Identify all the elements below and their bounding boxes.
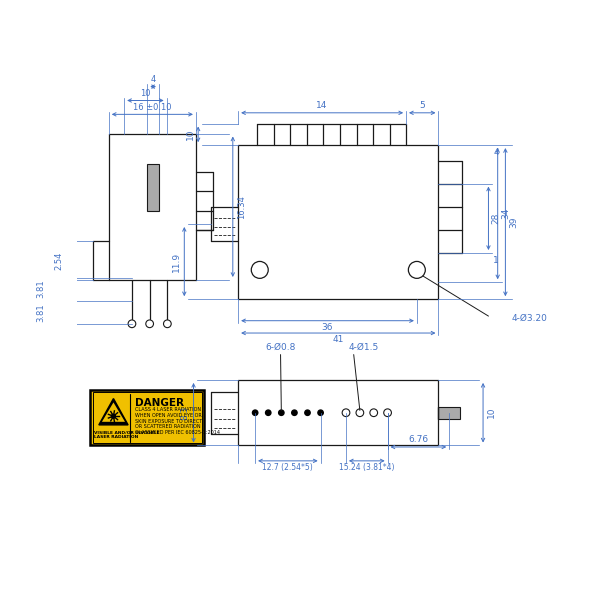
Text: 10: 10	[487, 407, 496, 418]
Circle shape	[112, 414, 115, 418]
Circle shape	[305, 410, 310, 415]
Text: 4-Ø3.20: 4-Ø3.20	[512, 314, 547, 323]
Text: 36: 36	[322, 323, 333, 332]
Circle shape	[278, 410, 284, 415]
Text: 28: 28	[491, 212, 500, 224]
Text: 4-Ø1.5: 4-Ø1.5	[349, 343, 379, 352]
Text: 34: 34	[502, 208, 511, 220]
Text: 15.24 (3.81*4): 15.24 (3.81*4)	[339, 463, 395, 472]
Bar	[439, 407, 460, 419]
Text: DANGER: DANGER	[135, 398, 184, 408]
Text: 4: 4	[493, 148, 499, 157]
Text: 6-Ø0.8: 6-Ø0.8	[265, 343, 296, 352]
Circle shape	[292, 410, 297, 415]
Polygon shape	[102, 403, 125, 422]
Text: 5: 5	[419, 101, 425, 110]
Text: CLASS 4 LASER RADIATION
WHEN OPEN AVOID EYE OR
SKIN EXPOSURE TO DIRECT
OR SCATTE: CLASS 4 LASER RADIATION WHEN OPEN AVOID …	[135, 407, 220, 435]
Bar	[91, 390, 205, 445]
Circle shape	[266, 410, 271, 415]
Text: 8.3: 8.3	[181, 406, 190, 420]
Text: 16.34: 16.34	[238, 195, 247, 218]
Text: 4: 4	[151, 75, 156, 84]
Bar	[148, 164, 159, 211]
Text: 16 ±0.10: 16 ±0.10	[133, 103, 172, 112]
Text: 6.76: 6.76	[409, 435, 428, 444]
Text: 41: 41	[332, 335, 344, 344]
Text: VISIBLE AND/OR INVISIBLE
LASER RADIATION: VISIBLE AND/OR INVISIBLE LASER RADIATION	[94, 431, 160, 439]
Text: 39: 39	[509, 217, 518, 228]
Circle shape	[253, 410, 258, 415]
Polygon shape	[99, 398, 128, 425]
Text: 12.7 (2.54*5): 12.7 (2.54*5)	[262, 463, 313, 472]
Text: 1: 1	[493, 256, 499, 265]
Text: 10: 10	[186, 128, 195, 140]
Text: 11.9: 11.9	[172, 251, 181, 272]
Text: 3.81: 3.81	[37, 303, 46, 322]
Text: 14: 14	[316, 101, 328, 110]
Text: 2.54: 2.54	[54, 251, 63, 270]
Text: 3.81: 3.81	[37, 280, 46, 298]
Circle shape	[318, 410, 323, 415]
Text: 10: 10	[140, 89, 151, 98]
Bar	[92, 392, 202, 443]
